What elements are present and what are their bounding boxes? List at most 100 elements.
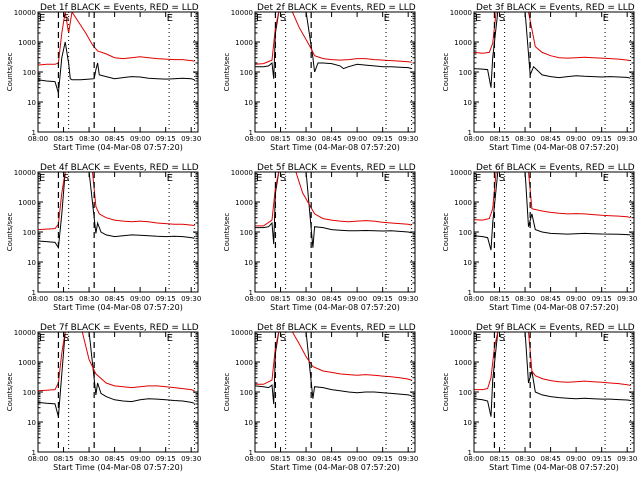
y-tick-label: 1 (468, 449, 472, 457)
panel-title: Det 7f BLACK = Events, RED = LLD (40, 323, 199, 333)
x-tick-label: 08:00 (464, 455, 484, 463)
panel-title: Det 2f BLACK = Events, RED = LLD (257, 3, 416, 13)
y-axis-label: Counts/sec (6, 213, 14, 252)
x-tick-label: 08:45 (541, 295, 561, 303)
flag-letter: E (475, 173, 481, 184)
flag-letter: E (256, 173, 262, 184)
y-tick-label: 1 (249, 129, 253, 137)
y-tick-label: 100 (459, 389, 472, 397)
panel-title: Det 5f BLACK = Events, RED = LLD (257, 163, 416, 173)
x-tick-label: 09:15 (156, 455, 176, 463)
y-tick-label: 1000 (454, 359, 472, 367)
lld-series-line (255, 172, 412, 227)
x-tick-label: 08:15 (53, 135, 73, 143)
x-tick-label: 08:45 (541, 135, 561, 143)
x-tick-label: 08:30 (79, 135, 99, 143)
y-tick-label: 100 (240, 389, 253, 397)
x-tick-label: 09:00 (130, 135, 150, 143)
lld-series-line (474, 172, 631, 221)
x-axis-label: Start Time (04-Mar-08 07:57:20) (270, 303, 400, 312)
x-tick-label: 08:15 (53, 455, 73, 463)
x-tick-label: 08:45 (322, 455, 342, 463)
x-tick-label: 09:00 (347, 135, 367, 143)
series-group (38, 12, 195, 94)
y-tick-label: 10 (244, 259, 253, 267)
plot-frame (473, 11, 635, 133)
series-group (474, 172, 631, 251)
y-tick-label: 10000 (231, 329, 253, 337)
panel-title: Det 4f BLACK = Events, RED = LLD (40, 163, 199, 173)
flag-letter: E (39, 13, 45, 24)
flag-letter: S (63, 333, 69, 344)
y-tick-label: 100 (240, 229, 253, 237)
x-tick-label: 08:15 (489, 455, 509, 463)
x-tick-label: 09:15 (592, 295, 612, 303)
x-tick-label: 08:00 (245, 135, 265, 143)
y-tick-label: 1000 (18, 359, 36, 367)
x-tick-label: 08:30 (296, 135, 316, 143)
x-tick-label: 09:30 (617, 135, 637, 143)
y-tick-label: 100 (23, 69, 36, 77)
series-group (474, 12, 631, 88)
y-tick-label: 1 (249, 449, 253, 457)
y-tick-label: 1 (32, 289, 36, 297)
x-tick-label: 08:30 (296, 455, 316, 463)
y-tick-label: 10 (463, 99, 472, 107)
x-tick-label: 08:30 (79, 295, 99, 303)
plot-frame (254, 331, 416, 453)
x-tick-label: 09:15 (592, 455, 612, 463)
y-tick-label: 10 (463, 259, 472, 267)
y-tick-label: 10000 (14, 329, 36, 337)
flag-letter: S (280, 173, 286, 184)
flag-letter: S (499, 173, 505, 184)
y-axis-label: Counts/sec (223, 213, 231, 252)
x-tick-label: 08:45 (105, 295, 125, 303)
x-tick-label: 09:30 (181, 455, 201, 463)
y-tick-label: 1 (468, 129, 472, 137)
x-axis-label: Start Time (04-Mar-08 07:57:20) (53, 143, 183, 152)
flag-letter: E (603, 173, 609, 184)
flag-letter: S (280, 13, 286, 24)
x-tick-label: 08:45 (322, 135, 342, 143)
flag-letter: E (167, 333, 173, 344)
y-tick-label: 1000 (454, 199, 472, 207)
lld-series-line (38, 332, 195, 392)
x-tick-label: 08:15 (489, 135, 509, 143)
flag-letter: E (603, 13, 609, 24)
x-tick-label: 08:00 (245, 295, 265, 303)
x-tick-label: 09:00 (566, 135, 586, 143)
x-tick-label: 09:30 (181, 295, 201, 303)
y-axis-label: Counts/sec (442, 373, 450, 412)
flag-letter: S (499, 13, 505, 24)
events-series-line (474, 12, 631, 88)
x-tick-label: 08:45 (322, 295, 342, 303)
x-axis-label: Start Time (04-Mar-08 07:57:20) (53, 463, 183, 472)
lld-series-line (474, 12, 631, 62)
y-axis-label: Counts/sec (223, 373, 231, 412)
y-tick-label: 10000 (231, 169, 253, 177)
y-tick-label: 10 (27, 259, 36, 267)
x-tick-label: 09:30 (398, 455, 418, 463)
y-tick-label: 10000 (14, 169, 36, 177)
x-tick-label: 08:00 (28, 455, 48, 463)
x-axis-label: Start Time (04-Mar-08 07:57:20) (489, 143, 619, 152)
events-series-line (38, 332, 195, 417)
x-tick-label: 08:30 (515, 295, 535, 303)
flag-letter: S (63, 173, 69, 184)
y-tick-label: 1000 (18, 39, 36, 47)
y-axis-label: Counts/sec (442, 53, 450, 92)
x-tick-label: 08:15 (270, 135, 290, 143)
y-tick-label: 100 (459, 229, 472, 237)
x-tick-label: 08:15 (489, 295, 509, 303)
flag-letter: E (384, 333, 390, 344)
series-group (38, 332, 195, 417)
plot-frame (473, 171, 635, 293)
x-tick-label: 08:30 (79, 455, 99, 463)
x-tick-label: 08:15 (270, 455, 290, 463)
